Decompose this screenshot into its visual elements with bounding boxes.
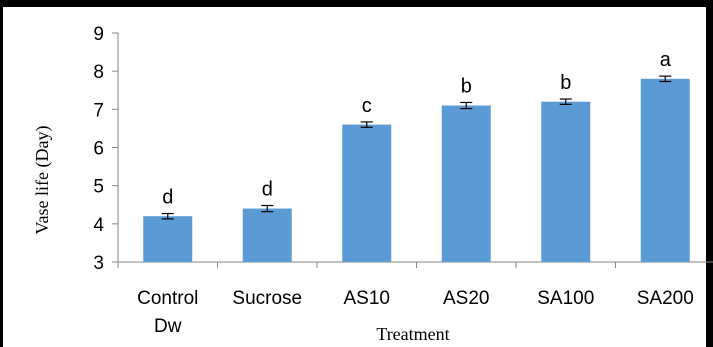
significance-letter: c [362, 95, 372, 117]
y-tick-label: 4 [93, 215, 104, 236]
y-tick-label: 7 [93, 100, 104, 121]
significance-letter: b [461, 75, 472, 97]
y-tick-label: 5 [93, 177, 104, 198]
bar [441, 105, 491, 263]
category-label: Sucrose [232, 288, 302, 309]
x-axis-title: Treatment [376, 324, 449, 344]
bar [541, 101, 591, 262]
significance-letter: a [660, 49, 672, 71]
y-tick-label: 3 [93, 253, 104, 274]
category-label: AS20 [443, 288, 489, 309]
bar [143, 216, 193, 262]
plot-area: 3 4 5 6 7 8 9 d Control Dw d Sucrose c AS10 b AS20 b SA10… [93, 24, 713, 337]
bar [242, 208, 292, 262]
y-tick-label: 8 [93, 62, 104, 83]
bar [640, 78, 690, 262]
category-label: SA100 [537, 288, 594, 309]
significance-letter: d [162, 187, 173, 209]
bar [342, 124, 392, 262]
category-label: Dw [154, 316, 182, 337]
category-label: Control [137, 288, 198, 309]
y-tick-label: 9 [93, 24, 104, 45]
category-label: SA200 [637, 288, 694, 309]
y-axis-title: Vase life (Day) [32, 126, 53, 235]
significance-letter: b [560, 72, 571, 94]
category-label: AS10 [344, 288, 390, 309]
significance-letter: d [262, 179, 273, 201]
y-tick-label: 6 [93, 139, 104, 160]
